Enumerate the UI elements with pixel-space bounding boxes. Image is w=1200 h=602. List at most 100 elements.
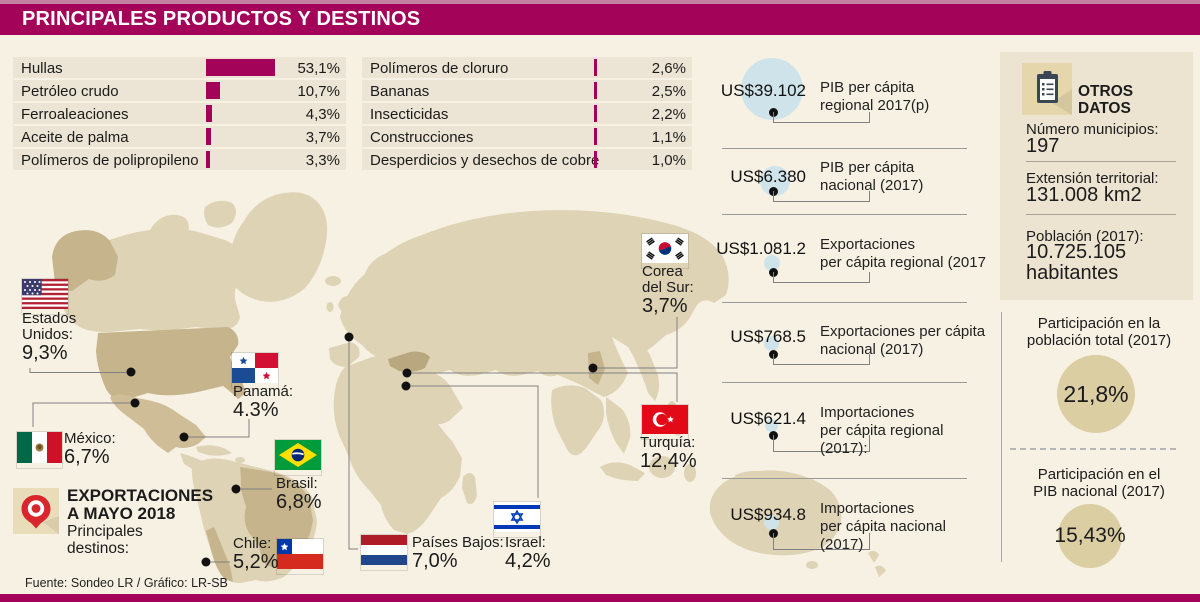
indicator-connector (773, 191, 870, 202)
indicator-value: US$934.8 (730, 505, 806, 524)
product-row: Bananas 2,5% (362, 80, 692, 101)
destination-label-usa: Estados Unidos: 9,3% (22, 311, 76, 364)
otros-item-label: Número municipios: (1026, 121, 1159, 138)
destination-label-turquia: Turquía: 12,4% (640, 435, 697, 472)
destination-label-chile: Chile: 5,2% (233, 536, 279, 573)
export-box-icon-tile (13, 488, 59, 534)
products-table-col2: Polímeros de cloruro 2,6% Bananas 2,5% I… (362, 57, 692, 172)
participation-value: 15,43% (1054, 524, 1126, 547)
source-credit: Fuente: Sondeo LR / Gráfico: LR-SB (25, 576, 228, 590)
indicator-label: PIB per cápita nacional (2017) (820, 159, 924, 194)
otros-divider (1026, 161, 1176, 162)
country-name: Panamá: (233, 383, 294, 400)
indicator-divider (722, 302, 967, 303)
country-share: 4.3% (233, 399, 279, 421)
indicator-label: Importaciones per cápita regional (2017)… (820, 404, 944, 457)
indicator-value: US$1.081.2 (716, 239, 806, 258)
country-name: México: (64, 430, 116, 447)
indicator-divider (722, 214, 967, 215)
indicator-value: US$768.5 (730, 327, 806, 346)
country-share: 6,8% (276, 491, 322, 513)
indicator-connector (773, 533, 870, 550)
otros-divider (1026, 214, 1176, 215)
header-top-strip (0, 0, 1200, 4)
product-bar (206, 128, 211, 145)
product-value: 1,1% (651, 129, 686, 146)
otros-item-value: 10.725.105 habitantes (1026, 241, 1127, 284)
indicator-label: Exportaciones per cápita nacional (2017) (820, 323, 986, 358)
product-row: Polímeros de cloruro 2,6% (362, 57, 692, 78)
destination-label-mexico: México: 6,7% (64, 431, 116, 468)
participation-value: 21,8% (1063, 380, 1129, 407)
indicator-divider (722, 382, 967, 383)
south-korea-flag-icon (642, 234, 688, 268)
country-name: Corea del Sur: (642, 263, 694, 296)
product-bar (206, 151, 211, 168)
product-value: 2,5% (651, 83, 686, 100)
country-share: 6,7% (64, 446, 110, 468)
product-value: 10,7% (297, 83, 340, 100)
country-name: Estados Unidos: (22, 310, 77, 343)
turkey-flag-icon (642, 405, 688, 439)
otros-title: OTROS DATOS (1078, 83, 1134, 117)
page-title: PRINCIPALES PRODUCTOS Y DESTINOS (22, 8, 421, 30)
destination-label-paises-bajos: Países Bajos: 7,0% (412, 535, 504, 572)
product-bar (206, 105, 212, 122)
product-bar (594, 128, 597, 145)
product-bar (206, 82, 220, 99)
product-label: Polímeros de cloruro (370, 60, 509, 77)
product-row: Aceite de palma 3,7% (13, 126, 346, 147)
indicator-bubble (764, 255, 780, 271)
products-table-col1: Hullas 53,1% Petróleo crudo 10,7% Ferroa… (13, 57, 346, 172)
indicator-label: Importaciones per cápita nacional (2017) (820, 500, 946, 553)
participation-circle: 21,8% (1057, 355, 1135, 433)
netherlands-flag-icon (361, 535, 407, 570)
product-row: Ferroaleaciones 4,3% (13, 103, 346, 124)
export-box-subtitle: Principales destinos: (67, 523, 143, 557)
product-label: Construcciones (370, 129, 474, 146)
product-label: Ferroaleaciones (21, 106, 129, 123)
participation-dashed-divider (1010, 448, 1176, 450)
country-name: Brasil: (276, 475, 318, 492)
brazil-flag-icon (275, 440, 321, 475)
indicator-value: US$6.380 (730, 167, 806, 186)
usa-flag-icon (22, 279, 68, 314)
product-label: Petróleo crudo (21, 83, 119, 100)
product-value: 2,6% (651, 60, 686, 77)
product-bar (594, 105, 597, 122)
product-bar (594, 59, 598, 76)
indicator-divider (722, 148, 967, 149)
country-share: 12,4% (640, 450, 697, 472)
landmasses (61, 192, 886, 583)
otros-item-value: 197 (1026, 135, 1060, 157)
indicator-divider (722, 478, 967, 479)
indicator-connector (773, 112, 870, 123)
country-share: 5,2% (233, 551, 279, 573)
otros-icon-tile (1022, 63, 1072, 115)
mexico-flag-icon (17, 432, 62, 468)
product-row: Petróleo crudo 10,7% (13, 80, 346, 101)
world-map (29, 192, 886, 583)
country-share: 7,0% (412, 550, 458, 572)
indicator-label: PIB per cápita regional 2017(p) (820, 79, 930, 114)
participation-label: Participación en la población total (201… (1026, 315, 1172, 349)
indicator-value: US$39.102 (720, 81, 806, 100)
country-share: 3,7% (642, 295, 688, 317)
product-row: Insecticidas 2,2% (362, 103, 692, 124)
destination-label-corea: Corea del Sur: 3,7% (642, 264, 694, 317)
destination-label-panama: Panamá: 4.3% (233, 384, 293, 421)
indicator-connector (773, 435, 870, 452)
product-bar (594, 151, 597, 168)
clipboard-icon (1037, 71, 1072, 115)
header-bar: PRINCIPALES PRODUCTOS Y DESTINOS (0, 4, 1200, 35)
product-value: 2,2% (651, 106, 686, 123)
product-label: Bananas (370, 83, 430, 100)
indicator-bubble (764, 515, 779, 530)
country-name: Israel: (505, 534, 546, 551)
product-label: Insecticidas (370, 106, 449, 123)
product-row: Construcciones 1,1% (362, 126, 692, 147)
indicator-label: Exportaciones per cápita regional (2017 (820, 236, 986, 271)
product-value: 3,7% (305, 129, 340, 146)
product-value: 1,0% (651, 152, 686, 169)
map-connector-lines (29, 317, 678, 563)
